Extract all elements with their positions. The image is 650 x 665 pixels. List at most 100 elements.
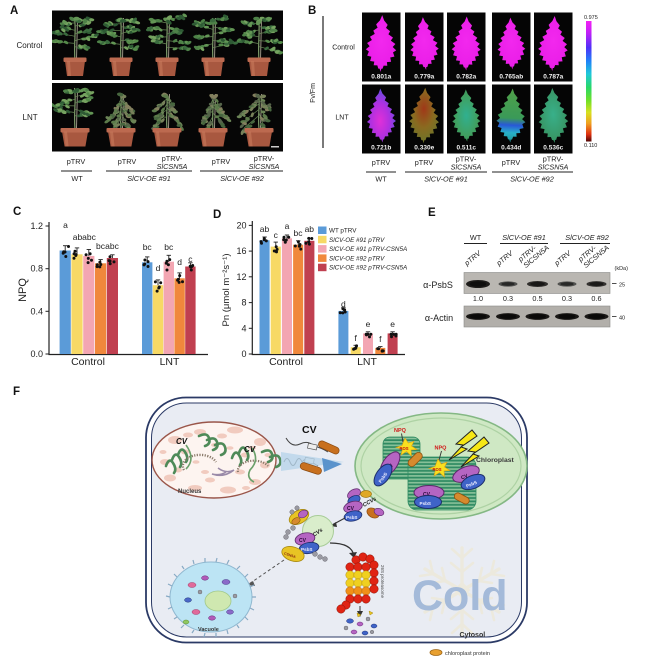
svg-text:25: 25 [619, 283, 625, 289]
svg-text:SlCV-OE #91: SlCV-OE #91 [424, 175, 468, 184]
svg-text:abc: abc [82, 232, 96, 242]
svg-text:SlCSN5A: SlCSN5A [249, 162, 280, 171]
svg-text:NPQ: NPQ [17, 278, 29, 302]
svg-text:WT pTRV: WT pTRV [329, 228, 357, 235]
svg-text:CV: CV [176, 437, 188, 446]
svg-text:0.787a: 0.787a [543, 74, 563, 81]
svg-text:C: C [13, 206, 21, 218]
svg-text:WT: WT [470, 233, 482, 242]
svg-text:SlCV-OE #92 pTRV-CSN5A: SlCV-OE #92 pTRV-CSN5A [329, 265, 407, 272]
svg-text:Cytosol: Cytosol [460, 632, 486, 639]
svg-text:Chloroplast: Chloroplast [476, 457, 514, 464]
svg-text:4: 4 [241, 323, 246, 333]
svg-text:bc: bc [164, 242, 174, 252]
svg-text:PsbS: PsbS [346, 515, 358, 520]
svg-text:Control: Control [17, 41, 43, 50]
svg-text:0.3: 0.3 [503, 294, 513, 303]
svg-text:pTRV: pTRV [415, 158, 434, 167]
svg-text:20: 20 [236, 220, 246, 230]
svg-text:0.0: 0.0 [30, 349, 43, 359]
svg-text:0.975: 0.975 [584, 15, 598, 21]
svg-text:1.2: 1.2 [30, 221, 43, 231]
svg-text:ab: ab [73, 232, 83, 242]
svg-text:pTRV: pTRV [494, 248, 516, 268]
svg-text:ROS: ROS [400, 446, 409, 451]
svg-text:12: 12 [236, 272, 246, 282]
svg-text:0.801a: 0.801a [371, 74, 391, 81]
svg-text:pTRV: pTRV [118, 157, 137, 166]
svg-text:WT: WT [375, 175, 387, 184]
svg-text:1.0: 1.0 [473, 294, 483, 303]
svg-text:a: a [63, 220, 68, 230]
svg-text:e: e [390, 319, 395, 329]
svg-text:D: D [213, 209, 221, 221]
svg-text:LNT: LNT [23, 113, 38, 122]
svg-text:bc: bc [294, 228, 304, 238]
svg-text:B: B [308, 5, 316, 17]
svg-text:SlCV-OE #92: SlCV-OE #92 [510, 175, 554, 184]
svg-text:0.782a: 0.782a [456, 74, 476, 81]
svg-text:0.6: 0.6 [591, 294, 601, 303]
svg-text:0.536c: 0.536c [543, 145, 563, 152]
svg-text:NPQ: NPQ [394, 428, 407, 434]
svg-text:Vacuole: Vacuole [198, 627, 219, 633]
svg-text:α-Actin: α-Actin [425, 313, 453, 323]
svg-text:NPQ: NPQ [435, 446, 448, 452]
svg-text:SlCV-OE #92: SlCV-OE #92 [220, 174, 264, 183]
svg-text:WT: WT [71, 174, 83, 183]
svg-text:d: d [156, 263, 161, 273]
svg-text:0.4: 0.4 [30, 306, 43, 316]
svg-text:Control: Control [332, 45, 355, 52]
svg-text:LNT: LNT [160, 356, 180, 368]
svg-text:Control: Control [71, 356, 105, 368]
svg-text:0.330e: 0.330e [414, 145, 434, 152]
svg-text:A: A [10, 5, 18, 17]
svg-text:pTRV: pTRV [372, 158, 391, 167]
svg-text:Cold: Cold [412, 572, 508, 620]
svg-text:PsbS: PsbS [301, 547, 313, 552]
svg-text:LNT: LNT [335, 115, 349, 122]
svg-text:E: E [428, 207, 436, 219]
svg-text:26S proteasome: 26S proteasome [380, 565, 385, 599]
svg-text:0.721b: 0.721b [371, 145, 391, 152]
svg-text:Control: Control [269, 356, 303, 368]
svg-text:40: 40 [619, 316, 625, 322]
svg-text:SlCV-OE #91: SlCV-OE #91 [502, 233, 546, 242]
svg-text:pTRV: pTRV [67, 157, 86, 166]
svg-text:SlCV-OE #92 pTRV: SlCV-OE #92 pTRV [329, 255, 385, 262]
svg-text:ROS: ROS [433, 467, 442, 472]
svg-text:f: f [355, 333, 358, 343]
svg-text:abc: abc [105, 241, 119, 251]
svg-text:SlCV-OE #91 pTRV: SlCV-OE #91 pTRV [329, 237, 385, 244]
svg-text:Fv/Fm: Fv/Fm [310, 83, 317, 103]
svg-text:SlCSN5A: SlCSN5A [451, 163, 482, 172]
svg-text:0.779a: 0.779a [414, 74, 434, 81]
svg-text:SlCV-OE #91: SlCV-OE #91 [127, 174, 171, 183]
svg-text:SlCV-OE #91 pTRV-CSN5A: SlCV-OE #91 pTRV-CSN5A [329, 246, 407, 253]
svg-text:α-PsbS: α-PsbS [423, 280, 453, 290]
svg-text:0.765ab: 0.765ab [499, 74, 523, 81]
svg-text:0.434d: 0.434d [501, 145, 521, 152]
svg-text:pTRV: pTRV [212, 157, 231, 166]
svg-text:c: c [188, 254, 193, 264]
svg-text:Nucleus: Nucleus [178, 489, 202, 495]
svg-text:0.3: 0.3 [562, 294, 572, 303]
svg-text:16: 16 [236, 246, 246, 256]
svg-text:ab: ab [305, 224, 315, 234]
svg-text:SlCSN5A: SlCSN5A [538, 163, 569, 172]
svg-text:SlCSN5A: SlCSN5A [157, 162, 188, 171]
svg-text:8: 8 [241, 298, 246, 308]
svg-text:chloroplast protein: chloroplast protein [445, 651, 490, 657]
svg-text:a: a [285, 221, 290, 231]
svg-text:0.511c: 0.511c [456, 145, 476, 152]
svg-text:PsbS: PsbS [420, 501, 432, 506]
svg-text:e: e [366, 319, 371, 329]
svg-text:c: c [274, 230, 279, 240]
svg-text:d: d [341, 299, 346, 309]
svg-text:CV: CV [302, 424, 317, 436]
svg-text:(kDa): (kDa) [615, 266, 629, 272]
svg-text:0: 0 [241, 349, 246, 359]
svg-text:pTRV: pTRV [552, 248, 574, 268]
svg-text:pTRV: pTRV [462, 248, 484, 268]
svg-text:SlCV-OE #92: SlCV-OE #92 [565, 233, 609, 242]
